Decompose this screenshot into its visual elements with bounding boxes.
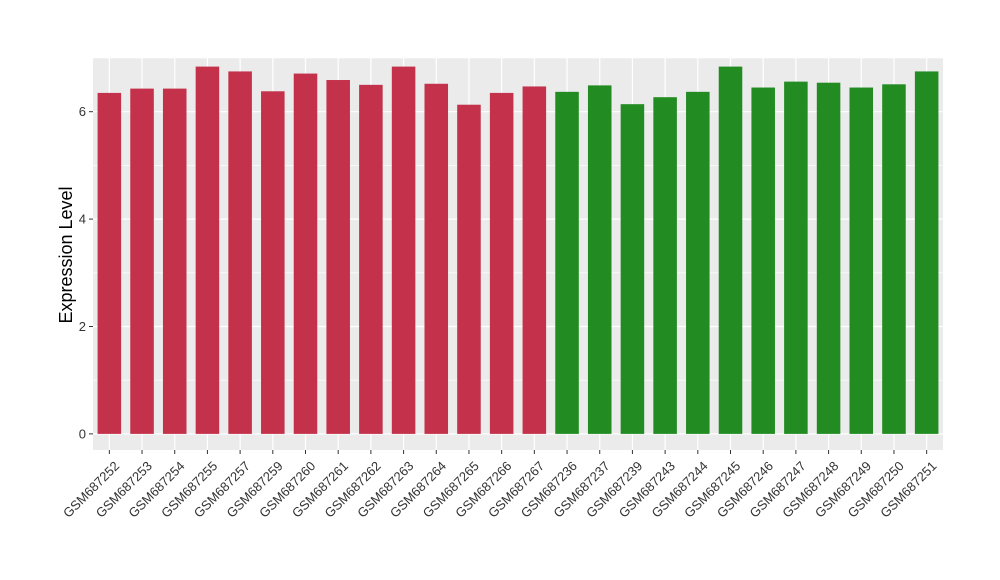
bar-GSM687259 — [261, 91, 285, 434]
bar-GSM687247 — [784, 81, 808, 434]
y-tick-label: 4 — [79, 212, 86, 227]
bar-GSM687254 — [162, 88, 187, 434]
y-axis-title: Expression Level — [56, 186, 76, 323]
bar-GSM687237 — [587, 85, 612, 434]
bar-GSM687263 — [391, 66, 416, 434]
bar-GSM687249 — [849, 87, 874, 434]
bar-GSM687267 — [522, 86, 547, 434]
bar-GSM687265 — [457, 104, 481, 434]
bar-GSM687261 — [326, 80, 350, 434]
bar-GSM687248 — [816, 82, 841, 434]
y-axis: 0 2 4 6 — [79, 104, 93, 441]
plot-panel — [93, 58, 943, 450]
bar-GSM687243 — [653, 97, 677, 434]
bar-GSM687245 — [718, 66, 743, 434]
bar-GSM687252 — [97, 92, 122, 434]
bar-GSM687260 — [293, 73, 318, 434]
bar-GSM687262 — [359, 84, 383, 434]
bar-GSM687251 — [914, 71, 939, 434]
bar-GSM687266 — [489, 92, 514, 434]
bar-GSM687255 — [195, 66, 220, 434]
y-tick-label: 0 — [79, 426, 86, 441]
bar-GSM687250 — [882, 84, 906, 434]
x-axis: GSM687252GSM687253GSM687254GSM687255GSM6… — [60, 450, 940, 521]
bar-GSM687257 — [228, 71, 252, 434]
y-tick-label: 2 — [79, 319, 86, 334]
y-tick-label: 6 — [79, 104, 86, 119]
bar-GSM687246 — [751, 87, 775, 434]
bars — [97, 66, 939, 434]
bar-GSM687253 — [130, 88, 154, 434]
bar-GSM687239 — [620, 104, 645, 434]
bar-GSM687236 — [555, 91, 579, 434]
bar-GSM687244 — [686, 91, 710, 434]
bar-GSM687264 — [424, 83, 449, 434]
